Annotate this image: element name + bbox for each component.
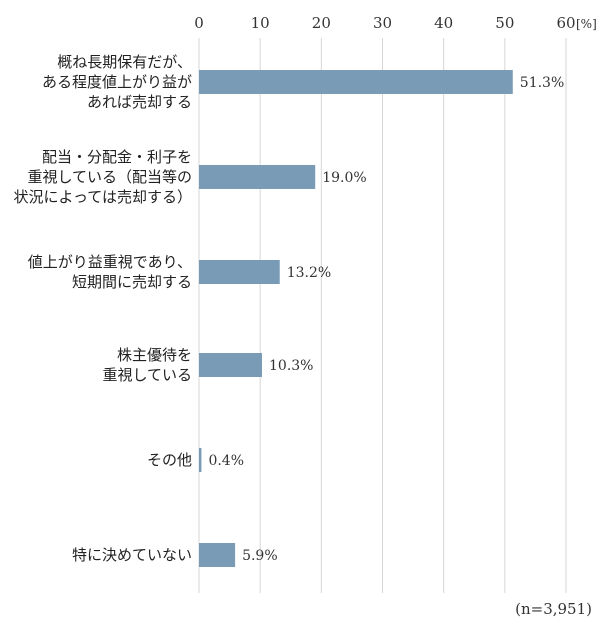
x-tick-label: 0 [194,14,204,32]
category-label: 特に決めていない [0,545,192,565]
category-label-line: 状況によっては売却する） [13,188,192,206]
value-label: 13.2% [287,265,331,281]
category-label: 値上がり益重視であり、短期間に売却する [0,252,192,292]
category-label-line: その他 [146,451,192,469]
x-tick-label: 60 [556,14,575,32]
category-label-line: 値上がり益重視であり、 [27,253,192,271]
value-label: 5.9% [242,548,278,564]
value-label: 10.3% [269,358,313,374]
category-label: 株主優待を重視している [0,345,192,385]
value-label: 0.4% [208,453,244,469]
x-tick-label: 50 [495,14,514,32]
x-tick-label: 20 [312,14,331,32]
x-tick-label: 10 [251,14,270,32]
category-label: 配当・分配金・利子を重視している（配当等の状況によっては売却する） [0,147,192,207]
category-label-line: 配当・分配金・利子を [41,148,192,166]
bar [199,165,316,189]
x-tick-label: 40 [434,14,453,32]
value-label: 19.0% [322,170,366,186]
x-unit-label: [%] [576,17,597,31]
category-label-line: あれば売却する [86,93,192,111]
bar [199,353,263,377]
bar [199,543,236,567]
category-label-line: 重視している（配当等の [27,168,192,186]
category-label-line: 短期間に売却する [71,273,192,291]
category-label: 概ね長期保有だが、ある程度値上がり益があれば売却する [0,52,192,112]
category-label-line: ある程度値上がり益が [41,73,192,91]
category-label-line: 概ね長期保有だが、 [57,53,192,71]
bar [199,260,280,284]
value-label: 51.3% [520,75,564,91]
category-label-line: 重視している [102,366,192,384]
sample-size-note: (n=3,951) [515,600,592,618]
category-label-line: 株主優待を [116,346,192,364]
bar [199,448,202,472]
category-label: その他 [0,450,192,470]
bar [199,70,513,94]
x-tick-label: 30 [373,14,392,32]
category-label-line: 特に決めていない [71,546,192,564]
